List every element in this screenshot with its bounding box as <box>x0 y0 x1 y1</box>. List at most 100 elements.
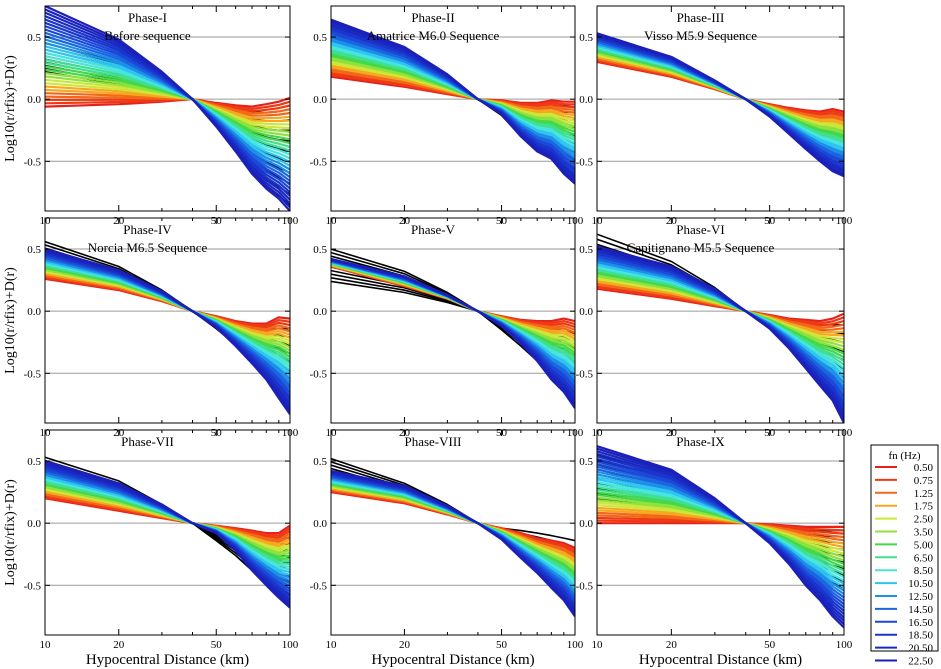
y-tick-label: 0.5 <box>579 244 593 256</box>
fn-curve-16.50 <box>597 463 844 605</box>
panel-title: Phase-IX <box>676 434 725 449</box>
y-tick-label: -0.5 <box>576 580 594 592</box>
y-tick-label: 0.5 <box>313 456 327 468</box>
panel-frame <box>330 429 576 636</box>
curves <box>331 18 575 185</box>
fn-curve-10.50 <box>331 43 575 150</box>
fn-curve-12.50 <box>597 473 844 592</box>
fn-curve-12.50 <box>331 39 575 155</box>
fn-curve-2.50 <box>45 82 290 126</box>
x-tick-label: 20 <box>666 639 678 651</box>
y-tick-label: 0.0 <box>579 94 593 106</box>
legend-label: 2.50 <box>914 514 934 526</box>
curves <box>45 6 290 211</box>
fn-curve-20.50 <box>597 452 844 619</box>
fn-curve-14.50 <box>597 468 844 599</box>
curves <box>331 457 575 618</box>
fn-curve-1.75 <box>597 509 844 545</box>
y-tick-label: 0.5 <box>27 32 41 44</box>
legend-label: 0.50 <box>914 462 934 474</box>
panel-9: 0.5 0.0 -0.5 10 20 50 100 Phase-IX Hypocentral D… <box>576 429 853 668</box>
fn-curve-22.50 <box>597 246 844 420</box>
fn-curve-18.50 <box>45 21 290 194</box>
fn-curve-22.50 <box>45 249 290 412</box>
x-axis-label: Hypocentral Distance (km) <box>639 652 802 668</box>
legend-label: 18.50 <box>908 630 933 642</box>
fn-curve-10.50 <box>597 263 844 377</box>
x-tick-label: 50 <box>764 639 776 651</box>
x-axis-label: Hypocentral Distance (km) <box>371 652 534 668</box>
x-tick-label: 50 <box>496 639 508 651</box>
fn-curve-5.00 <box>597 272 844 355</box>
fn-curve-22.50 <box>331 258 575 406</box>
fn-curve-1.25 <box>597 514 844 539</box>
fn-curve-5.00 <box>45 68 290 141</box>
fn-curve-0.75 <box>597 286 844 325</box>
panel-subtitle: Norcia M6.5 Sequence <box>88 240 208 255</box>
legend-label: 1.75 <box>914 501 934 513</box>
y-tick-label: -0.5 <box>576 156 594 168</box>
y-tick-label: -0.5 <box>310 580 328 592</box>
panel-frame <box>596 429 845 636</box>
fn-curve-3.50 <box>597 275 844 348</box>
fn-curve-0.75 <box>331 73 575 106</box>
panel-title: Phase-V <box>411 222 456 237</box>
panel-frame <box>596 5 845 212</box>
y-axis-label: Log10(r/rfix)+D(r) <box>3 55 18 162</box>
y-tick-label: -0.5 <box>24 580 42 592</box>
curves <box>331 248 575 409</box>
fn-curve-14.50 <box>597 258 844 391</box>
panel-frame <box>44 217 291 424</box>
x-tick-label: 100 <box>836 639 853 651</box>
fn-curve-0.50 <box>597 522 844 529</box>
fn-curve-2.50 <box>331 62 575 122</box>
y-tick-label: 0.5 <box>313 244 327 256</box>
fn-curve-1.75 <box>597 280 844 334</box>
fn-curve-12.50 <box>597 261 844 384</box>
y-tick-label: -0.5 <box>24 156 42 168</box>
panel-frame <box>330 217 576 424</box>
fn-curve-2.50 <box>597 277 844 341</box>
panel-subtitle: Amatrice M6.0 Sequence <box>367 28 500 43</box>
y-tick-label: -0.5 <box>576 368 594 380</box>
fn-curve-0.50 <box>45 96 290 108</box>
fn-curve-5.00 <box>331 54 575 133</box>
panel-frame <box>44 5 291 212</box>
legend-label: 12.50 <box>908 591 933 603</box>
curves <box>45 456 290 609</box>
legend-label: 20.50 <box>908 643 933 655</box>
curves <box>45 240 290 415</box>
fn-curve-1.25 <box>45 95 290 115</box>
y-axis-label: Log10(r/rfix)+D(r) <box>3 267 18 374</box>
y-tick-label: 0.0 <box>579 518 593 530</box>
fn-curve-3.50 <box>45 75 290 133</box>
y-tick-label: 0.5 <box>579 32 593 44</box>
fn-curve-22.50 <box>331 470 575 615</box>
legend-label: 3.50 <box>914 527 934 539</box>
y-tick-label: -0.5 <box>310 368 328 380</box>
fn-curve-14.50 <box>331 35 575 161</box>
panel-title: Phase-II <box>411 10 454 25</box>
fn-curve-8.50 <box>331 47 575 144</box>
y-tick-label: 0.0 <box>579 306 593 318</box>
fn-curve-0.75 <box>45 98 290 111</box>
y-tick-label: -0.5 <box>310 156 328 168</box>
y-tick-label: 0.0 <box>27 518 41 530</box>
x-tick-label: 20 <box>113 639 125 651</box>
fn-curve-22.50 <box>45 8 290 208</box>
fn-curve-22.50 <box>597 447 844 625</box>
y-tick-label: 0.5 <box>579 456 593 468</box>
curves <box>597 233 844 423</box>
legend-label: 14.50 <box>908 604 933 616</box>
panel-frame <box>596 217 845 424</box>
fn-curve-1.25 <box>597 283 844 329</box>
fn-curve-6.50 <box>45 61 290 148</box>
fn-curve-2.50 <box>597 504 844 552</box>
fn-curve-1.25 <box>331 70 575 111</box>
y-tick-label: 0.0 <box>27 306 41 318</box>
fn-curve-22.50 <box>45 461 290 606</box>
